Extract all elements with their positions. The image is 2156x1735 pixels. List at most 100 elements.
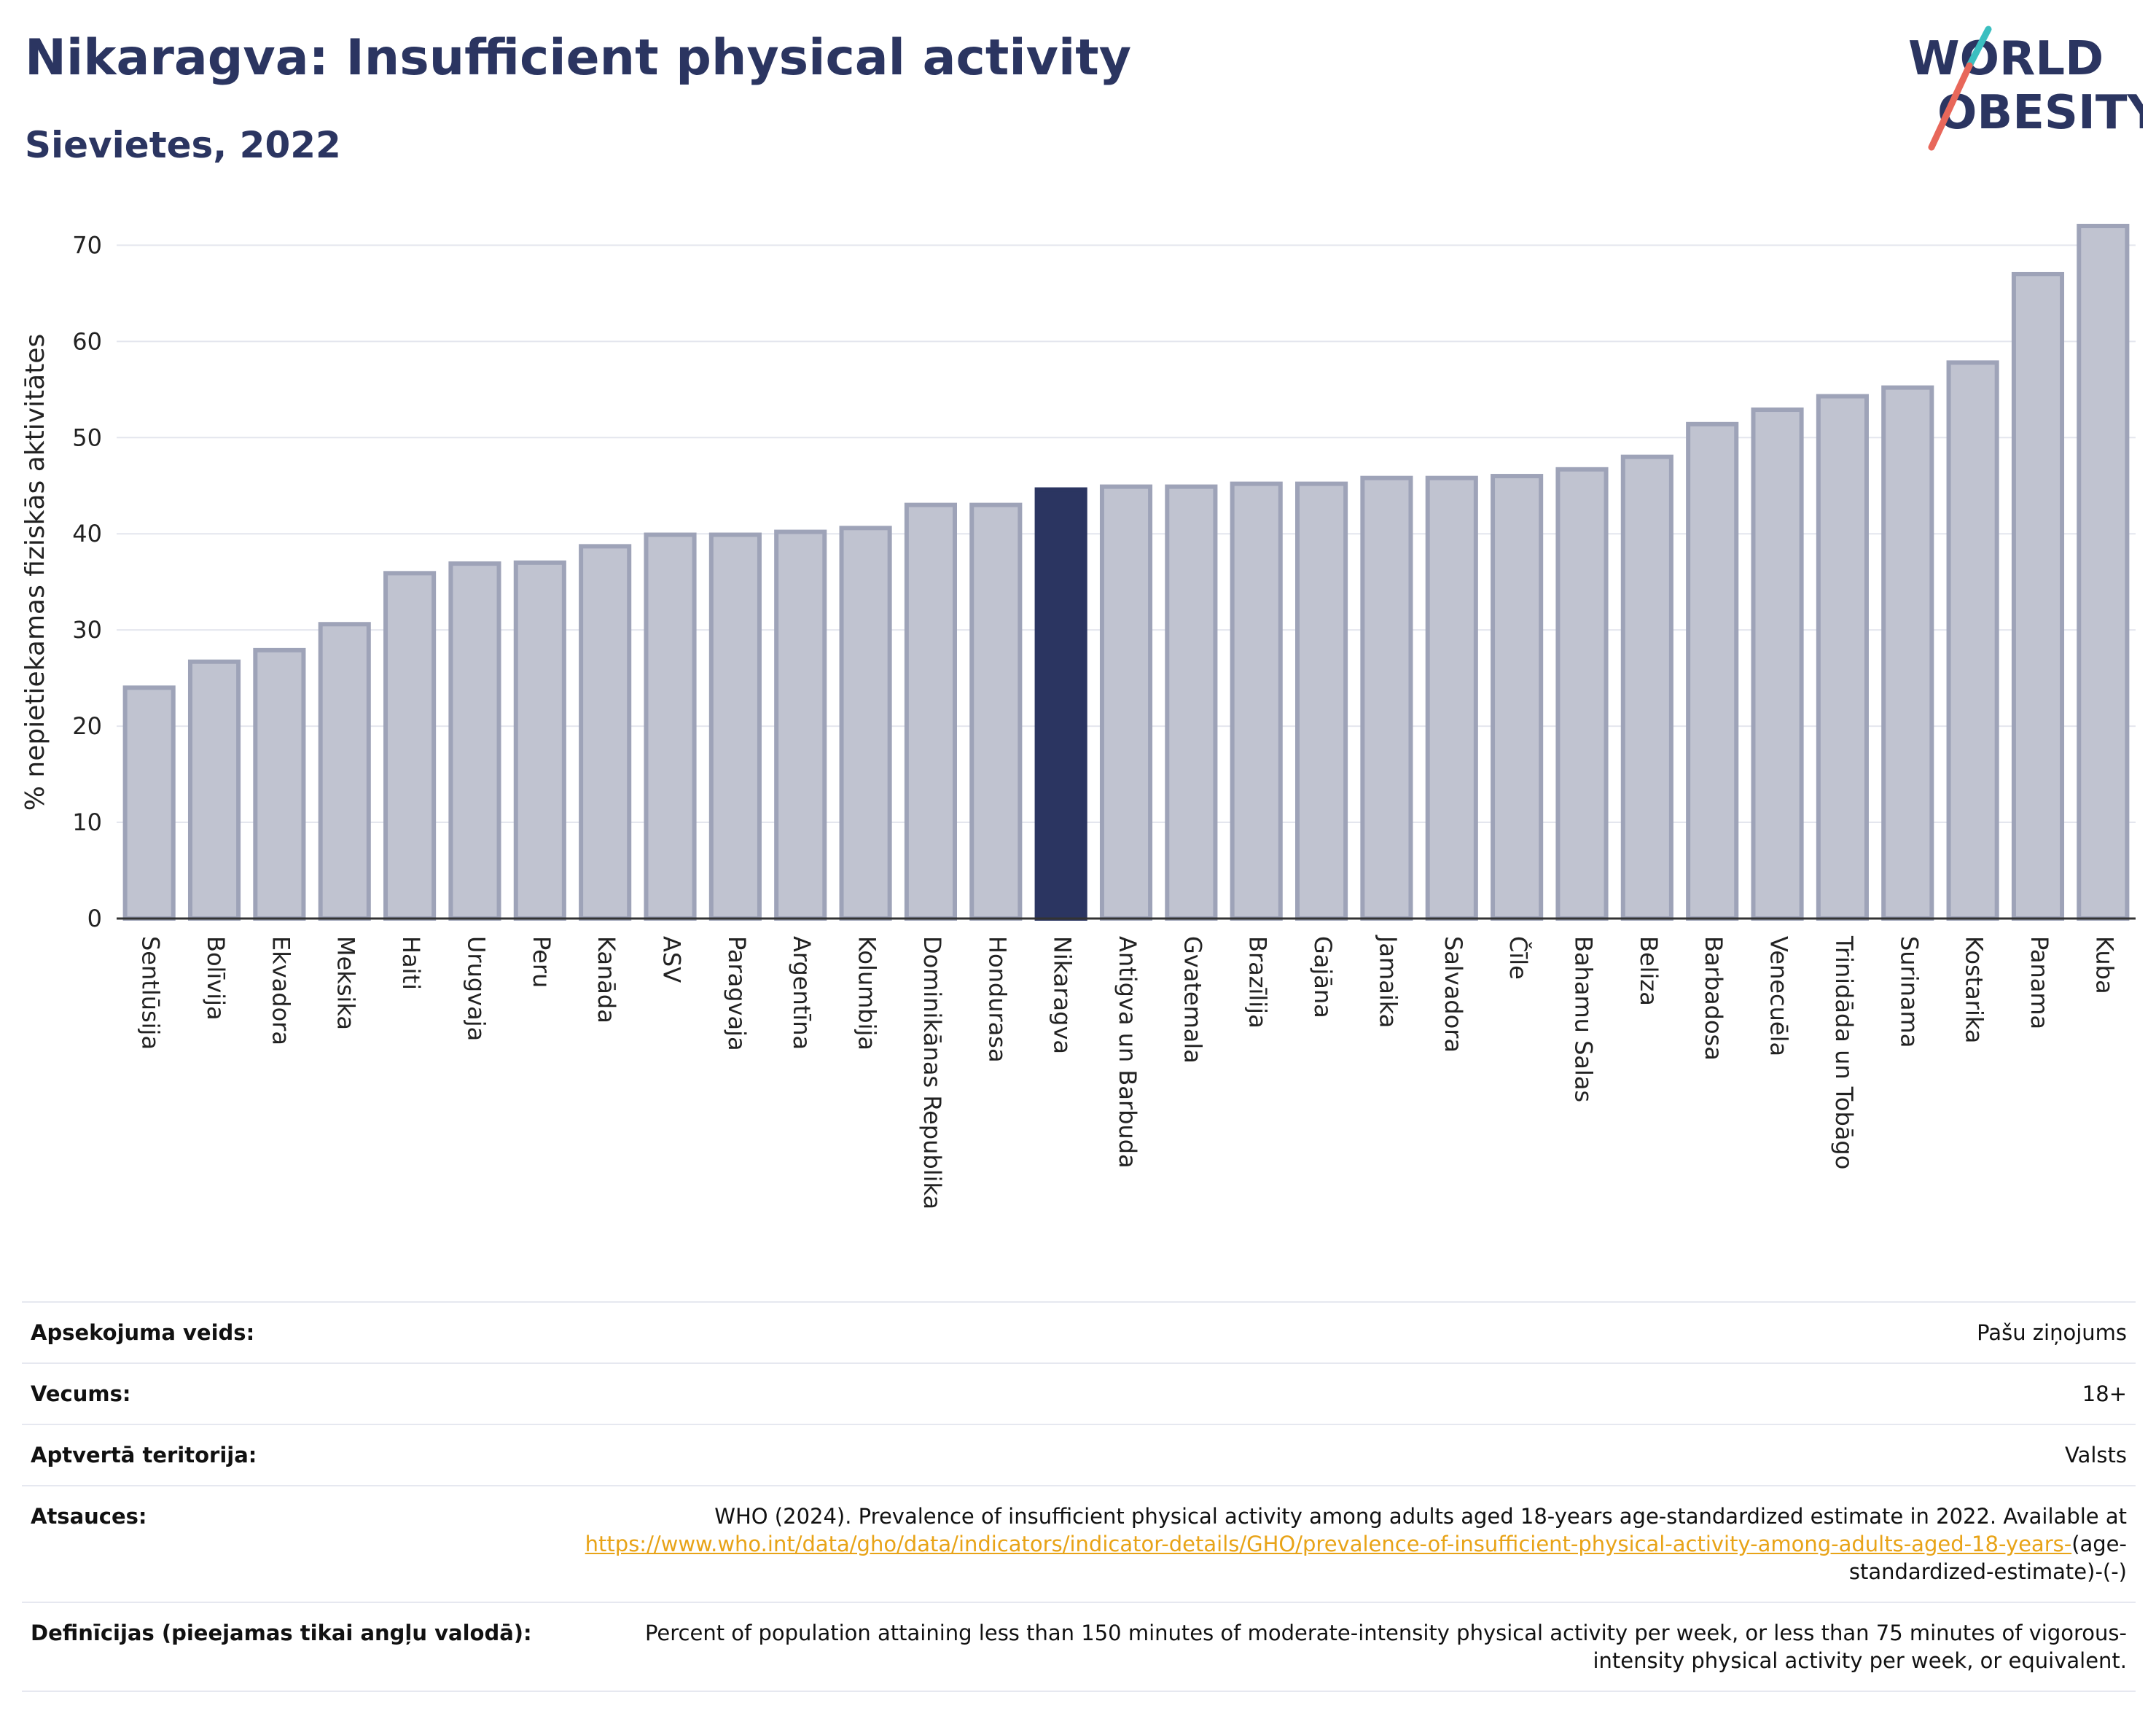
x-tick-label: Paragvaja xyxy=(723,936,751,1051)
bar xyxy=(774,529,827,921)
x-tick-label: Trinidāda un Tobāgo xyxy=(1830,935,1858,1169)
y-tick-label: 70 xyxy=(72,231,102,259)
bar xyxy=(1360,475,1413,921)
page-subtitle: Sievietes, 2022 xyxy=(25,124,341,166)
metadata-value: Percent of population attaining less tha… xyxy=(560,1619,2127,1674)
metadata-label: Vecums: xyxy=(31,1381,131,1406)
world-obesity-logo: WORLD OBESITY xyxy=(1908,26,2143,151)
metadata-row: Vecums: 18+ xyxy=(22,1362,2136,1424)
x-tick-label: Meksika xyxy=(332,936,360,1030)
metadata-row: Aptvertā teritorija: Valsts xyxy=(22,1424,2136,1485)
metadata-value-text: Pašu ziņojums xyxy=(1977,1320,2127,1345)
metadata-value: Valsts xyxy=(2065,1441,2127,1469)
x-tick-label: Urugvaja xyxy=(462,936,490,1041)
bar xyxy=(1555,467,1609,921)
x-tick-label: Jamaika xyxy=(1374,935,1402,1028)
x-tick-label: Kostarika xyxy=(1961,936,1988,1043)
bar xyxy=(1099,484,1153,921)
bar xyxy=(579,544,632,921)
metadata-table: Apsekojuma veids: Pašu ziņojums Vecums: 18+… xyxy=(22,1301,2136,1692)
bar xyxy=(122,685,176,921)
x-tick-label: Bahamu Salas xyxy=(1569,936,1597,1102)
bar xyxy=(708,532,762,921)
metadata-row: Definīcijas (pieejamas tikai angļu valod… xyxy=(22,1602,2136,1692)
x-tick-label: Barbadosa xyxy=(1700,936,1727,1061)
bar xyxy=(1946,360,1999,921)
bar xyxy=(448,561,501,921)
bar xyxy=(1034,487,1087,921)
x-tick-label: Nikaragva xyxy=(1049,936,1077,1054)
bar xyxy=(1295,481,1348,921)
metadata-value: WHO (2024). Prevalence of insufficient p… xyxy=(560,1502,2127,1586)
bar xyxy=(1620,454,1673,921)
x-tick-label: Peru xyxy=(528,936,555,988)
y-tick-label: 40 xyxy=(72,520,102,547)
metadata-row: Apsekojuma veids: Pašu ziņojums xyxy=(22,1301,2136,1362)
x-tick-label: Surinama xyxy=(1895,936,1923,1048)
bar xyxy=(318,622,371,921)
page-title: Nikaragva: Insufficient physical activit… xyxy=(25,29,1132,87)
y-tick-label: 30 xyxy=(72,616,102,644)
x-tick-label: Panama xyxy=(2026,936,2053,1029)
x-tick-label: Haiti xyxy=(397,936,425,990)
bar xyxy=(1230,481,1283,921)
metadata-value: 18+ xyxy=(2082,1380,2127,1408)
y-axis-ticks: 0 10 20 30 40 50 60 70 xyxy=(72,231,102,932)
bar xyxy=(839,526,892,921)
x-tick-label: Antigva un Barbuda xyxy=(1114,936,1141,1169)
x-tick-label: Gvatemala xyxy=(1179,936,1206,1064)
metadata-value-text: WHO (2024). Prevalence of insufficient p… xyxy=(714,1504,2127,1529)
x-tick-label: ASV xyxy=(658,936,686,983)
y-tick-label: 50 xyxy=(72,424,102,451)
x-tick-label: Kolumbija xyxy=(854,936,881,1050)
bar xyxy=(1686,421,1739,921)
x-axis-ticks: Sentlūsija Bolīvija Ekvadora Meksika Haiti Ur… xyxy=(137,935,2119,1209)
bar xyxy=(187,659,241,921)
x-tick-label: Argentīna xyxy=(788,936,816,1050)
y-tick-label: 20 xyxy=(72,712,102,740)
metadata-label: Aptvertā teritorija: xyxy=(31,1443,257,1467)
bar xyxy=(644,532,697,921)
bar xyxy=(1491,474,1544,921)
x-tick-label: Gajāna xyxy=(1309,936,1337,1018)
metadata-value-text: Percent of population attaining less tha… xyxy=(644,1621,2127,1673)
x-tick-label: Kuba xyxy=(2090,936,2118,994)
x-tick-label: Ekvadora xyxy=(267,936,294,1045)
y-tick-label: 0 xyxy=(87,905,102,932)
x-tick-label: Hondurasa xyxy=(983,936,1011,1063)
bar xyxy=(383,571,437,921)
x-tick-label: Dominikānas Republika xyxy=(918,936,946,1209)
bar-chart: 0 10 20 30 40 50 60 70 Sentlūsija Bolīvija Ekvado… xyxy=(20,224,2136,1209)
logo-text-obesity: OBESITY xyxy=(1937,86,2143,140)
metadata-value-text: 18+ xyxy=(2082,1381,2127,1406)
bar xyxy=(1881,385,1934,921)
metadata-label: Definīcijas (pieejamas tikai angļu valod… xyxy=(31,1621,532,1645)
bar xyxy=(2077,224,2130,921)
bar xyxy=(253,647,306,921)
bar xyxy=(1816,394,1869,921)
x-tick-label: Brazīlija xyxy=(1244,936,1272,1029)
bar xyxy=(1165,484,1218,921)
bar xyxy=(2011,271,2065,921)
x-tick-label: Beliza xyxy=(1635,936,1663,1006)
y-tick-label: 10 xyxy=(72,808,102,836)
metadata-label: Apsekojuma veids: xyxy=(31,1320,255,1345)
bar xyxy=(1425,475,1478,921)
bar xyxy=(513,560,566,921)
x-tick-label: Salvadora xyxy=(1440,936,1467,1053)
metadata-row: Atsauces: WHO (2024). Prevalence of insuf… xyxy=(22,1485,2136,1602)
bar xyxy=(904,502,957,921)
metadata-value: Pašu ziņojums xyxy=(1977,1319,2127,1346)
bar xyxy=(1751,408,1804,921)
x-tick-label: Kanāda xyxy=(593,936,620,1024)
reference-link[interactable]: https://www.who.int/data/gho/data/indica… xyxy=(585,1532,2072,1556)
x-tick-label: Sentlūsija xyxy=(137,936,165,1050)
x-tick-label: Venecuēla xyxy=(1765,936,1793,1056)
bar xyxy=(969,502,1023,921)
bars xyxy=(122,224,2130,921)
y-axis-label: % nepietiekamas fiziskās aktivitātes xyxy=(20,334,50,811)
metadata-label: Atsauces: xyxy=(31,1504,147,1529)
reference-suffix: (age-standardized-estimate)-(-) xyxy=(1848,1532,2127,1584)
x-tick-label: Bolīvija xyxy=(202,936,230,1021)
y-tick-label: 60 xyxy=(72,327,102,355)
